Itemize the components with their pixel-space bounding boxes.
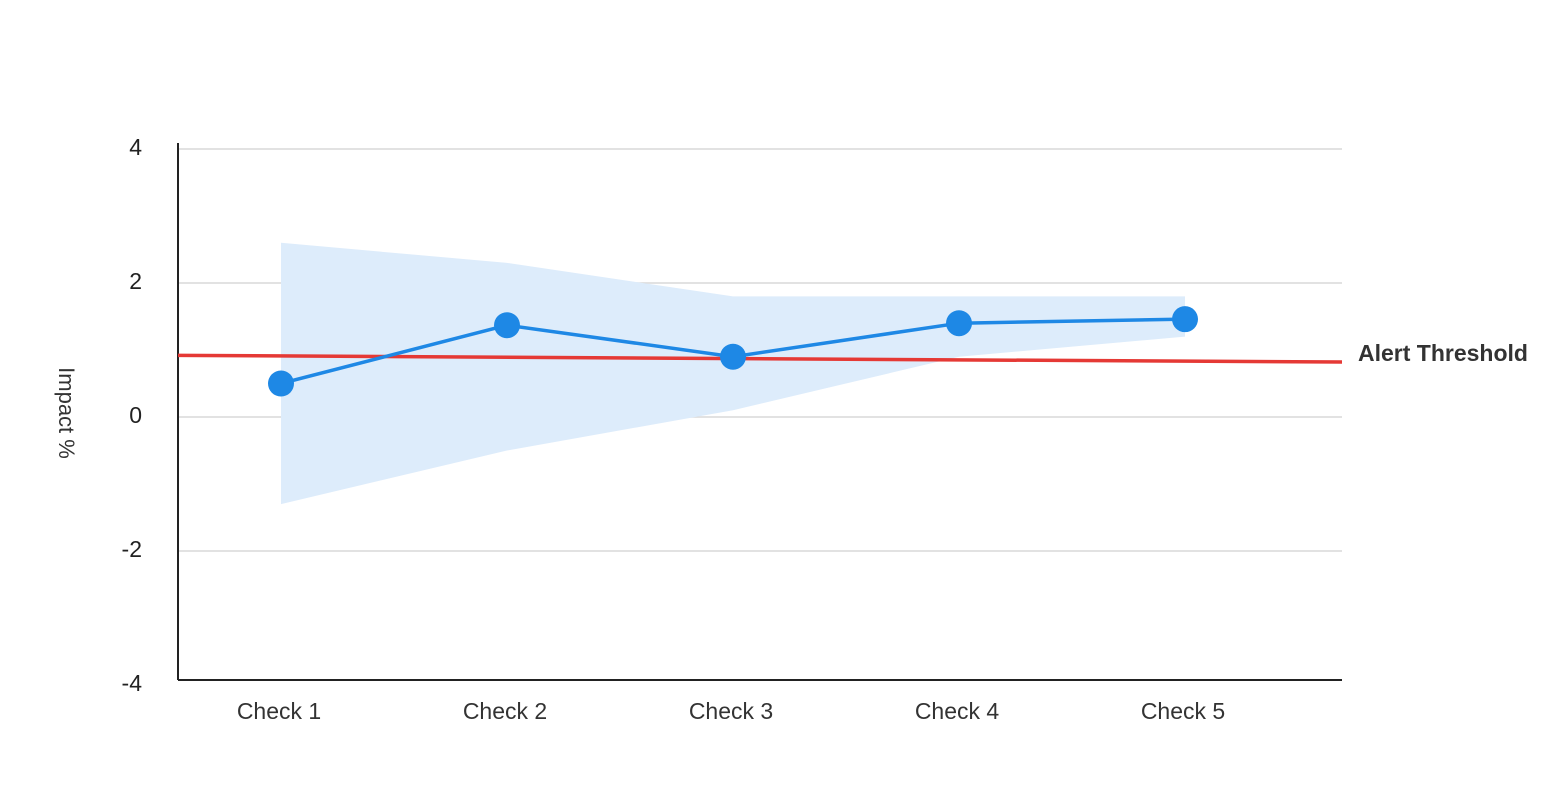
y-tick-label: 4: [129, 134, 142, 160]
data-point: [494, 312, 520, 339]
y-tick-label: -4: [122, 670, 143, 696]
threshold-label: Alert Threshold: [1358, 340, 1528, 366]
threshold-line: [177, 353, 1343, 364]
y-tick-label: 0: [129, 402, 142, 428]
x-tick-label: Check 2: [463, 698, 547, 724]
data-point: [268, 370, 294, 397]
y-axis-title: Impact %: [54, 367, 79, 459]
x-tick-label: Check 5: [1141, 698, 1225, 724]
y-tick-label: -2: [122, 536, 142, 562]
data-point: [946, 310, 972, 337]
confidence-band: [281, 242, 1185, 505]
x-tick-label: Check 1: [237, 698, 321, 724]
x-tick-label: Check 4: [915, 698, 1000, 724]
x-tick-label: Check 3: [689, 698, 773, 724]
data-point: [720, 343, 746, 370]
data-point: [1172, 306, 1198, 333]
y-tick-label: 2: [129, 268, 142, 294]
